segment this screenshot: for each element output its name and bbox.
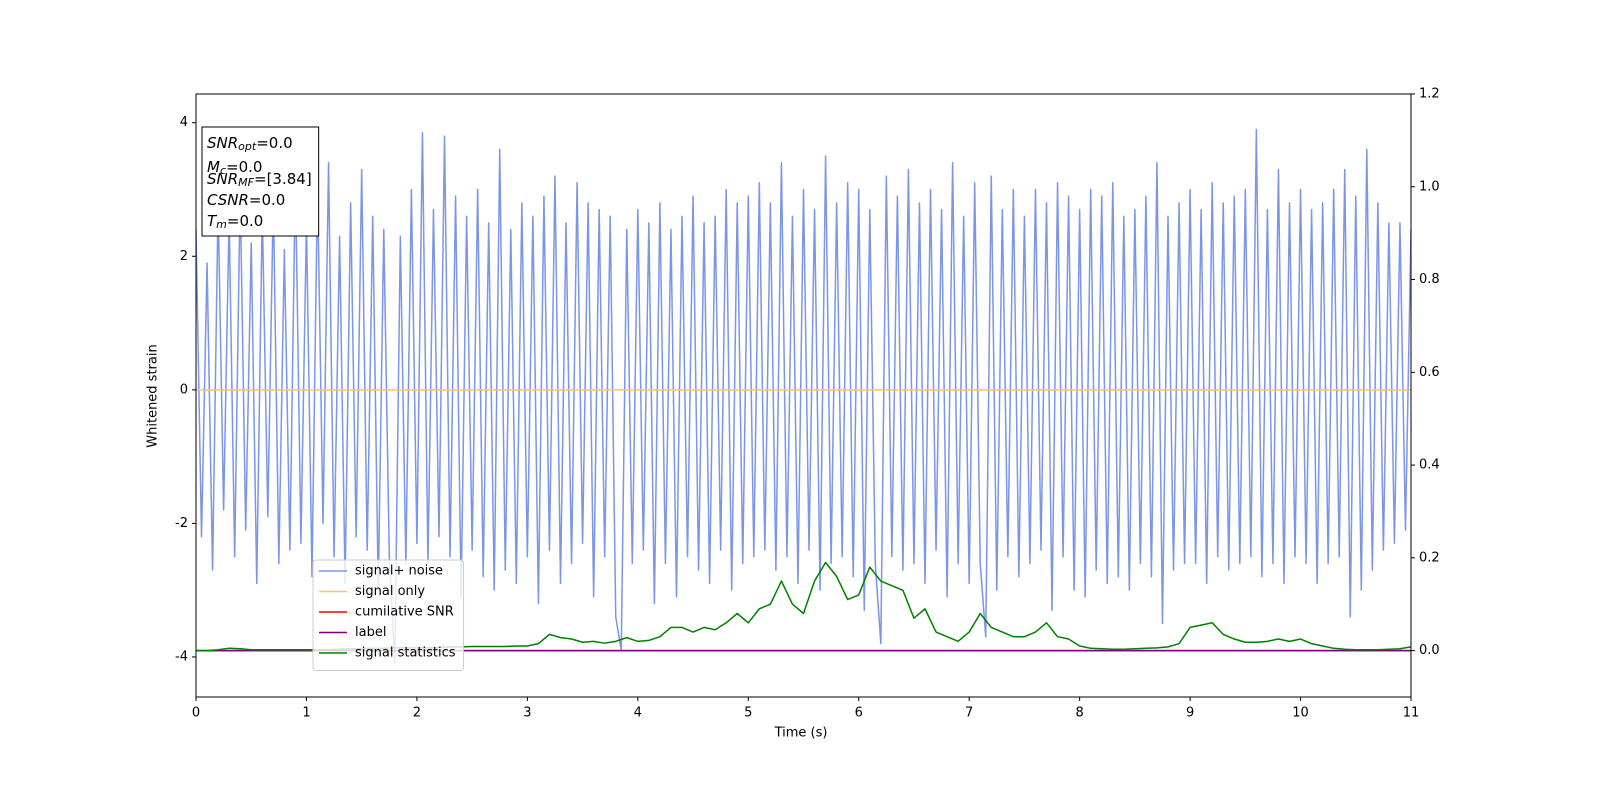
legend-label: cumilative SNR	[355, 605, 454, 620]
annotation-text: SNRopt=0.0	[207, 134, 293, 154]
annotation-part: CSNR	[207, 191, 249, 209]
x-tick-label: 4	[634, 706, 642, 721]
annotation-part: c	[220, 164, 226, 177]
y-tick-label: -4	[175, 649, 188, 664]
x-tick-label: 0	[192, 706, 200, 721]
legend: signal+ noise signal only cumilative SNR la…	[312, 559, 465, 671]
y-tick-label: 0	[180, 382, 188, 397]
y-tick-label: 2	[180, 249, 188, 264]
x-tick-label: 6	[855, 706, 863, 721]
legend-label: signal only	[355, 584, 425, 599]
annotation-text: CSNR=0.0	[207, 191, 285, 209]
series-line	[196, 128, 1411, 665]
annotation-part: SNR	[207, 170, 238, 188]
annotation-frame	[201, 126, 320, 237]
x-axis-label: Time (s)	[774, 726, 828, 741]
x-tick-label: 11	[1403, 706, 1420, 721]
annotation-part: m	[216, 218, 227, 231]
y2-tick-label: 0.0	[1419, 643, 1440, 658]
x-tick-label: 10	[1292, 706, 1309, 721]
annotation-part: =[3.84]	[254, 170, 312, 188]
y2-tick-label: 0.4	[1419, 458, 1440, 473]
legend-label: signal+ noise	[355, 564, 443, 579]
x-tick-label: 2	[413, 706, 421, 721]
legend-frame	[312, 559, 465, 671]
y2-tick-label: 0.6	[1419, 365, 1440, 380]
y2-tick-label: 1.0	[1419, 179, 1440, 194]
annotation-part: T	[207, 212, 218, 230]
annotation-part: M	[207, 158, 220, 176]
annotation-part: =0.0	[226, 158, 262, 176]
x-tick-label: 5	[744, 706, 752, 721]
x-tick-label: 9	[1186, 706, 1194, 721]
annotation-text: Tm=0.0	[207, 212, 263, 232]
x-tick-label: 7	[965, 706, 973, 721]
annotation-text: Mc=0.0	[207, 158, 262, 178]
y-tick-label: 4	[180, 115, 188, 130]
y-axis-label: Whitened strain	[146, 344, 161, 447]
annotation-part: MF	[238, 176, 254, 189]
axes-frame	[195, 93, 1412, 698]
annotation-part: =0.0	[256, 134, 292, 152]
y-tick-label: -2	[175, 516, 188, 531]
x-tick-label: 8	[1075, 706, 1083, 721]
legend-label: label	[355, 625, 386, 640]
annotation-text: SNRMF=[3.84]	[207, 170, 312, 190]
annotation-part: SNR	[207, 134, 238, 152]
y2-tick-label: 0.2	[1419, 550, 1440, 565]
annotation-part: =0.0	[227, 212, 263, 230]
annotation-part: opt	[238, 140, 257, 153]
y2-tick-label: 0.8	[1419, 272, 1440, 287]
annotation-part: =0.0	[249, 191, 285, 209]
legend-label: signal statistics	[355, 646, 456, 661]
annotation-box: SNRopt=0.0Mc=0.0SNRMF=[3.84]CSNR=0.0Tm=0…	[201, 126, 320, 237]
y2-tick-label: 1.2	[1419, 87, 1440, 102]
x-tick-label: 1	[302, 706, 310, 721]
x-tick-label: 3	[523, 706, 531, 721]
